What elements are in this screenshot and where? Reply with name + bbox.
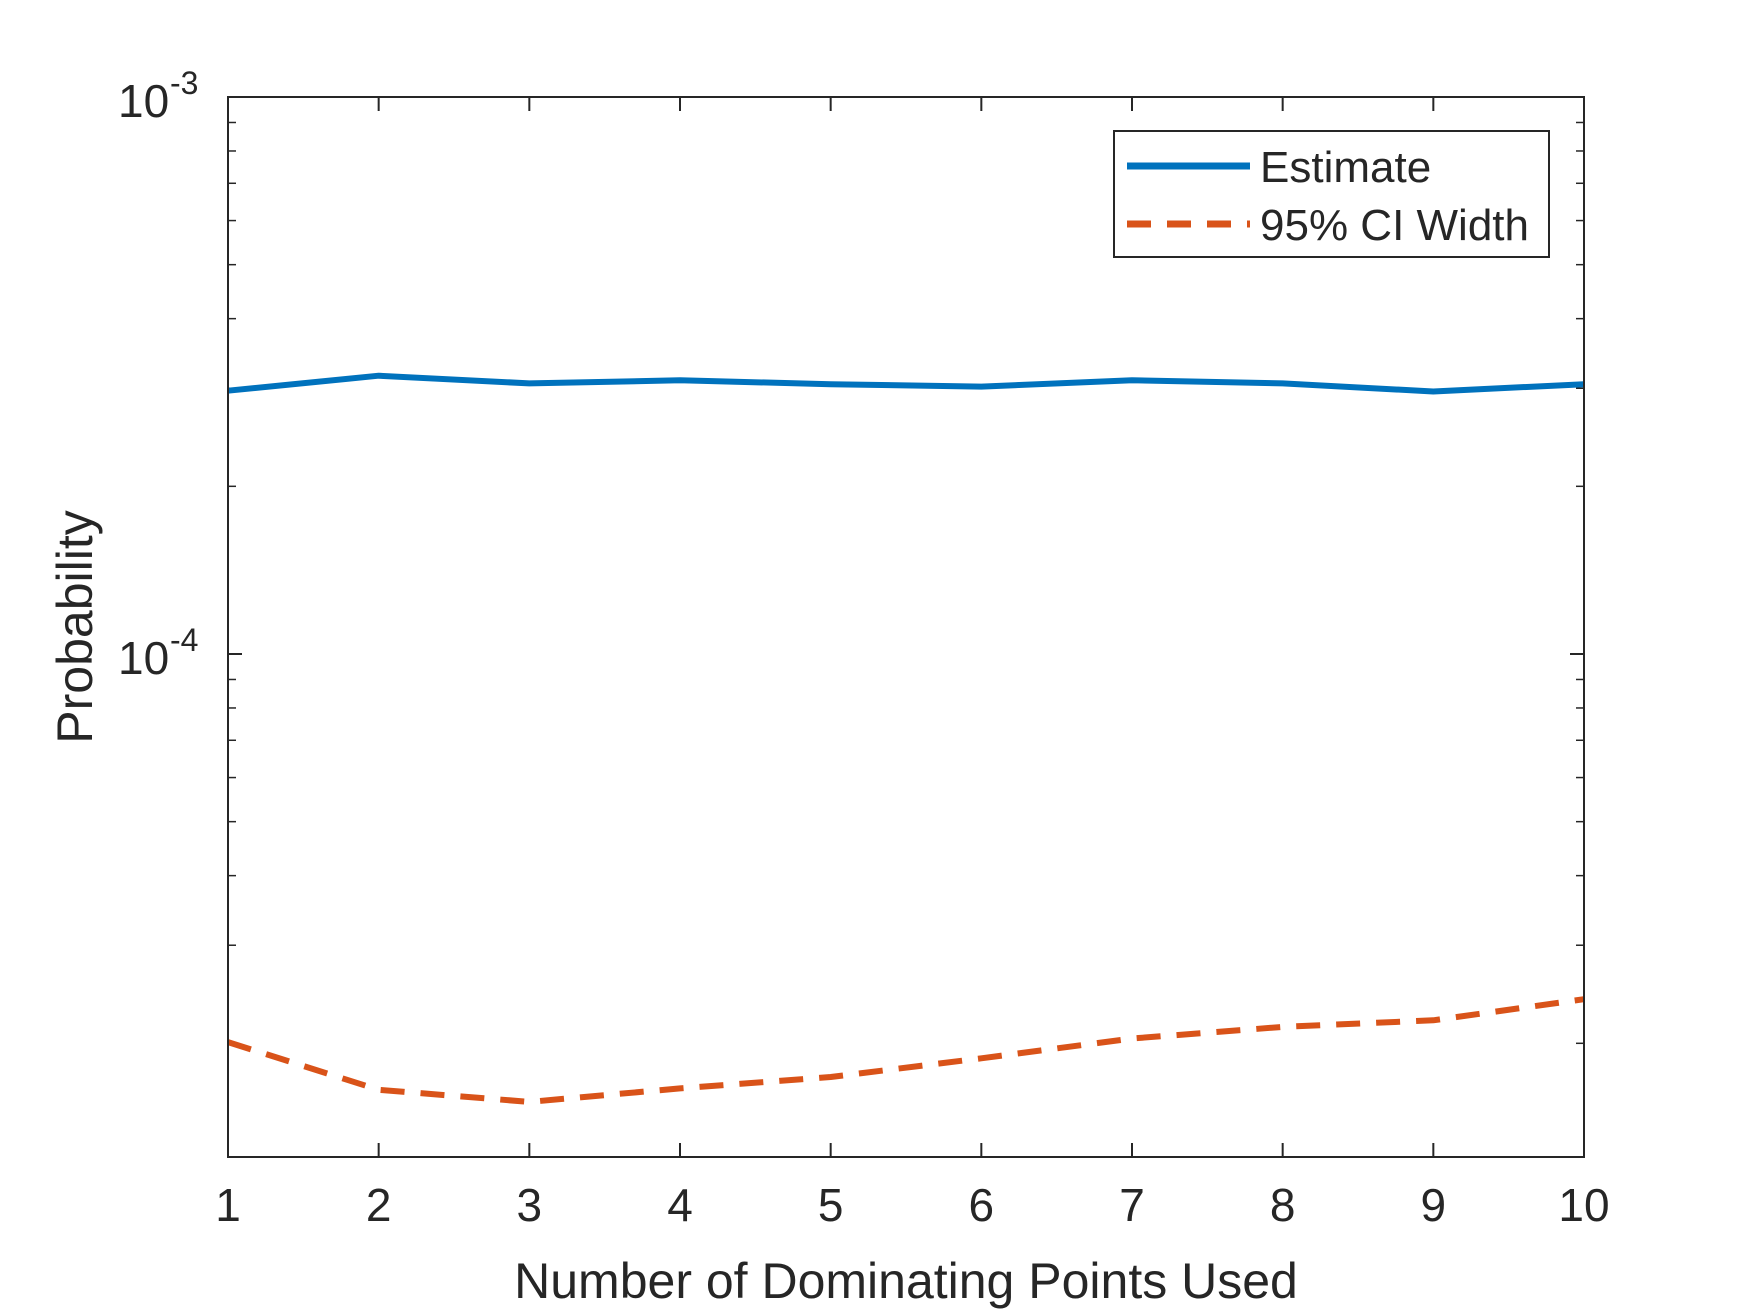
x-tick-label: 7 <box>1119 1179 1145 1231</box>
legend: Estimate 95% CI Width <box>1113 130 1550 258</box>
x-tick-label: 1 <box>215 1179 241 1231</box>
x-tick-label: 9 <box>1421 1179 1447 1231</box>
y-tick-base: 10 <box>118 632 169 684</box>
x-tick-label: 3 <box>517 1179 543 1231</box>
x-tick-labels: 1 2 3 4 5 6 7 8 9 10 <box>215 1179 1609 1231</box>
y-tick-exponent: -3 <box>170 65 198 101</box>
series-line-ci-width <box>227 996 1585 1105</box>
minor-ticks <box>228 121 1584 1045</box>
y-tick-label: 10 -4 <box>118 622 198 684</box>
y-axis-title: Probability <box>47 510 103 743</box>
legend-label-ci-width: 95% CI Width <box>1260 201 1529 250</box>
series-layer <box>227 372 1585 1105</box>
y-tick-base: 10 <box>118 75 169 127</box>
x-tick-label: 2 <box>366 1179 392 1231</box>
plot-area <box>228 97 1584 1157</box>
legend-label-estimate: Estimate <box>1260 143 1431 192</box>
y-tick-exponent: -4 <box>170 622 198 658</box>
x-tick-label: 5 <box>818 1179 844 1231</box>
x-tick-label: 8 <box>1270 1179 1296 1231</box>
x-tick-label: 4 <box>667 1179 693 1231</box>
y-tick-label: 10 -3 <box>118 65 198 127</box>
axes-box <box>227 96 1585 1158</box>
x-tick-label: 10 <box>1558 1179 1609 1231</box>
major-ticks <box>227 96 1585 1157</box>
y-tick-labels: 10-410-3 <box>118 65 198 684</box>
x-tick-label: 6 <box>969 1179 995 1231</box>
x-axis-title: Number of Dominating Points Used <box>514 1253 1298 1309</box>
legend-box <box>1113 130 1550 258</box>
series-line-estimate <box>227 372 1585 395</box>
